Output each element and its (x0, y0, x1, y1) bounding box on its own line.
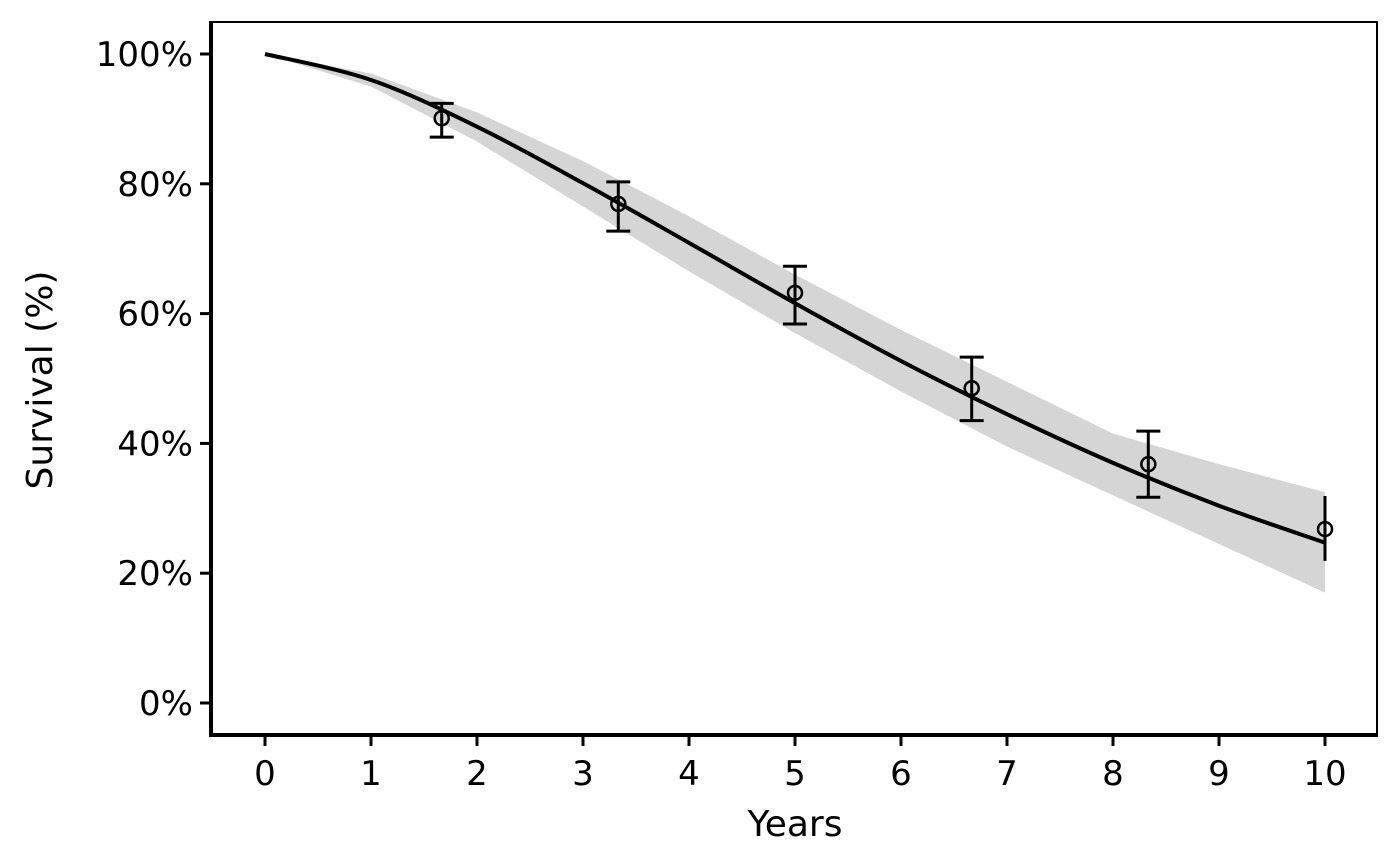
y-tick-label: 40% (117, 424, 193, 464)
x-tick-label: 9 (1208, 754, 1230, 794)
observed-point (1140, 455, 1157, 473)
observed-points-layer (429, 101, 1334, 561)
observed-point-group (429, 101, 454, 139)
x-tick-label: 7 (996, 754, 1018, 794)
y-axis-title: Survival (%) (20, 271, 61, 490)
x-tick-label: 0 (254, 754, 276, 794)
x-tick-label: 2 (466, 754, 488, 794)
observed-point-group (1316, 495, 1334, 561)
x-tick-label: 3 (572, 754, 594, 794)
x-tick-label: 5 (784, 754, 806, 794)
observed-point (786, 284, 804, 302)
observed-point (433, 110, 450, 127)
y-tick-label: 20% (117, 554, 193, 594)
x-tick-label: 10 (1303, 754, 1346, 794)
x-axis-title: Years (747, 804, 843, 845)
y-tick-label: 80% (117, 165, 193, 205)
observed-point (610, 195, 627, 213)
observed-point-group (783, 264, 807, 326)
plot-frame (210, 21, 1378, 736)
x-tick-label: 4 (678, 754, 700, 794)
axes: 0 1 2 3 4 5 6 7 8 9 100%20%40%60%80%100% (96, 21, 1378, 794)
y-tick-label: 100% (96, 35, 193, 75)
x-tick-label: 8 (1102, 754, 1124, 794)
observed-point (1316, 520, 1334, 538)
observed-point-group (959, 355, 984, 423)
x-tick-label: 6 (890, 754, 912, 794)
x-tick-label: 1 (360, 754, 382, 794)
observed-point-group (606, 180, 631, 233)
y-tick-label: 60% (117, 295, 193, 335)
observed-point (963, 379, 980, 397)
observed-point-group (1136, 429, 1161, 499)
y-tick-label: 0% (139, 684, 193, 724)
